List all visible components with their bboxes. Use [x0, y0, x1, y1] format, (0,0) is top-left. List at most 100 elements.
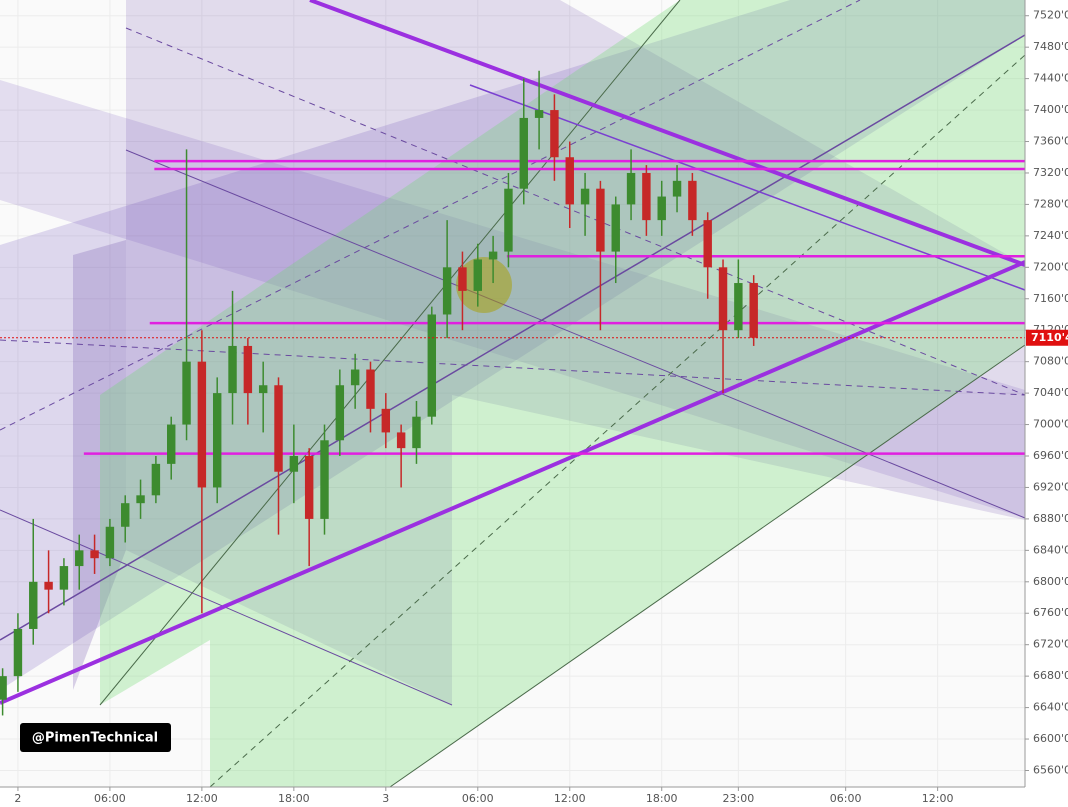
- last-price-label: 7110'4: [1031, 331, 1068, 344]
- y-tick-label: 6720'0: [1033, 638, 1068, 651]
- channel: [0, 80, 1025, 518]
- y-tick-label: 7520'0: [1033, 9, 1068, 22]
- y-tick-label: 6560'0: [1033, 763, 1068, 776]
- candle-body: [749, 283, 758, 338]
- candle-body: [534, 110, 544, 118]
- candle-body: [90, 550, 99, 559]
- dashed-line: [125, 27, 1026, 396]
- candle-body: [550, 110, 559, 158]
- y-tick-label: 6600'0: [1033, 732, 1068, 745]
- y-tick-label: 7040'0: [1033, 386, 1068, 399]
- y-tick-label: 6640'0: [1033, 701, 1068, 714]
- candle-body: [626, 172, 636, 205]
- y-tick-label: 7000'0: [1033, 418, 1068, 431]
- y-tick-label: 6680'0: [1033, 669, 1068, 682]
- x-tick-label: 06:00: [462, 792, 494, 805]
- x-tick-label: 12:00: [554, 792, 586, 805]
- x-tick-label: 3: [382, 792, 389, 805]
- pitchfork: [126, 0, 1025, 705]
- watermark: @PimenTechnical: [32, 731, 158, 746]
- candle-body: [75, 550, 84, 567]
- y-tick-label: 7280'0: [1033, 197, 1068, 210]
- y-tick-label: 6880'0: [1033, 512, 1068, 525]
- x-tick-label: 06:00: [830, 792, 862, 805]
- candle-body: [0, 676, 7, 700]
- y-tick-label: 7440'0: [1033, 72, 1068, 85]
- y-tick-label: 7160'0: [1033, 292, 1068, 305]
- trend-line: [389, 344, 1026, 788]
- y-tick-label: 6760'0: [1033, 606, 1068, 619]
- triangle-upper: [309, 0, 1026, 267]
- candle-body: [167, 424, 176, 464]
- x-tick-label: 18:00: [646, 792, 678, 805]
- candle-body: [197, 361, 207, 488]
- y-axis-panel: [1025, 0, 1068, 807]
- y-tick-label: 7480'0: [1033, 40, 1068, 53]
- grid: [0, 0, 1025, 787]
- last-price-box: [1026, 329, 1068, 346]
- x-tick-label: 12:00: [186, 792, 218, 805]
- candle-body: [396, 432, 406, 449]
- candle-body: [121, 503, 130, 527]
- y-tick-label: 6840'0: [1033, 543, 1068, 556]
- axes: 6560'0 6600'0 6640'0 6680'0 6720'0 6760'0 6800…: [14, 9, 1068, 805]
- candle-body: [734, 283, 743, 331]
- y-tick-label: 7360'0: [1033, 135, 1068, 148]
- candle-body: [243, 345, 253, 394]
- candle-body: [350, 369, 360, 386]
- y-tick-label: 7320'0: [1033, 166, 1068, 179]
- candle-body: [320, 440, 329, 519]
- y-tick-label: 7200'0: [1033, 260, 1068, 273]
- candle-body: [289, 456, 299, 472]
- x-axis-panel: [0, 787, 1068, 807]
- watermark-box: [20, 723, 171, 752]
- candle-body: [565, 157, 574, 205]
- candle-body: [611, 204, 620, 252]
- y-tick-label: 6800'0: [1033, 575, 1068, 588]
- candle-body: [458, 267, 467, 291]
- x-tick-label: 18:00: [278, 792, 310, 805]
- candle-body: [718, 267, 728, 331]
- candle-body: [105, 526, 115, 559]
- candle-body: [642, 172, 651, 221]
- x-tick-label: 12:00: [922, 792, 954, 805]
- block: [73, 240, 126, 690]
- candle-body: [212, 393, 222, 488]
- candle-body: [504, 188, 513, 252]
- candle-body: [151, 463, 161, 496]
- candle-body: [258, 385, 268, 394]
- candle-body: [688, 180, 697, 221]
- candle-body: [228, 345, 237, 394]
- green-channel: [100, 0, 1025, 787]
- candle-body: [304, 456, 314, 519]
- candle-body: [596, 188, 605, 252]
- candle-body: [580, 188, 590, 205]
- candle-body: [442, 267, 452, 315]
- candle-body: [488, 251, 498, 260]
- highlight-circle: [456, 257, 512, 313]
- candle-body: [366, 369, 375, 409]
- trend-line: [125, 149, 1026, 519]
- candle-body: [381, 408, 391, 433]
- triangle-lower: [0, 260, 1026, 705]
- trend-line: [99, 0, 681, 706]
- candle-body: [29, 581, 38, 629]
- candle-body: [427, 314, 437, 417]
- x-tick-label: 2: [14, 792, 21, 805]
- candle-body: [657, 196, 666, 221]
- y-tick-label: 7080'0: [1033, 355, 1068, 368]
- candle-body: [335, 385, 345, 441]
- candle-body: [59, 566, 69, 590]
- candle-body: [44, 581, 53, 590]
- y-tick-label: 7400'0: [1033, 103, 1068, 116]
- candle-body: [672, 180, 682, 197]
- x-tick-label: 06:00: [94, 792, 126, 805]
- candle-body: [182, 361, 191, 425]
- x-tick-label: 23:00: [723, 792, 755, 805]
- candle-body: [274, 385, 283, 472]
- candle-body: [412, 416, 421, 449]
- candle-body: [519, 117, 528, 189]
- candle-body: [703, 220, 712, 268]
- drawings: [0, 0, 1026, 788]
